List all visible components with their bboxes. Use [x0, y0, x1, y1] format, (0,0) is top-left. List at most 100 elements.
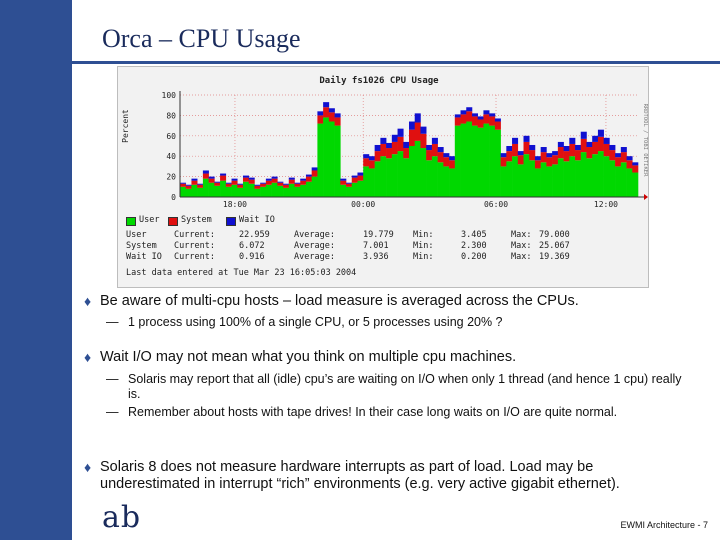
bar-wait-io — [351, 175, 358, 178]
bar-system — [283, 184, 290, 188]
stats-row: User Current: 22.959 Average: 19.779 Min: 3.40… — [126, 230, 646, 241]
bar-user — [471, 125, 478, 197]
bar-wait-io — [552, 151, 559, 156]
cpu-usage-chart: Daily fs1026 CPU Usage RRDTOOL / TOBI OET… — [121, 75, 648, 209]
bar-system — [357, 175, 364, 181]
bar-user — [489, 125, 496, 197]
bullet-text: Be aware of multi-cpu hosts – load measu… — [100, 293, 579, 309]
sub-bullet-item: — Solaris may report that all (idle) cpu’… — [106, 372, 688, 402]
bar-user — [609, 160, 616, 197]
bar-wait-io — [242, 175, 249, 178]
bar-wait-io — [540, 147, 547, 153]
sub-bullet-text: 1 process using 100% of a single CPU, or… — [128, 315, 503, 329]
stat-current: 0.916 — [239, 252, 265, 262]
bar-wait-io — [557, 141, 564, 148]
bar-wait-io — [283, 183, 290, 185]
bar-system — [180, 183, 187, 187]
bar-user — [460, 123, 467, 197]
bar-system — [214, 182, 221, 186]
bar-wait-io — [586, 141, 593, 148]
cpu-usage-graph: Daily fs1026 CPU Usage RRDTOOL / TOBI OET… — [117, 66, 649, 288]
stat-average: 7.001 — [363, 241, 389, 251]
title-divider — [72, 61, 720, 64]
bar-system — [466, 111, 473, 122]
bar-system — [512, 143, 519, 157]
bar-system — [546, 157, 553, 167]
bar-user — [374, 161, 381, 197]
bullet-diamond-icon: ♦ — [84, 293, 92, 309]
y-tick-label: 0 — [171, 193, 176, 202]
bar-system — [580, 138, 587, 153]
bar-wait-io — [271, 176, 278, 179]
bar-system — [426, 150, 433, 161]
bullet-item: ♦ Be aware of multi-cpu hosts – load meas… — [84, 293, 670, 310]
slide-title: Orca – CPU Usage — [102, 24, 301, 53]
bar-user — [592, 154, 599, 197]
x-tick-label: 12:00 — [594, 200, 618, 209]
bar-system — [351, 177, 358, 183]
bar-wait-io — [437, 147, 444, 153]
bar-wait-io — [225, 182, 232, 184]
bar-system — [317, 115, 324, 124]
stats-row: Wait IO Current: 0.916 Average: 3.936 Min: 0.2… — [126, 252, 646, 263]
stat-max: 25.067 — [539, 241, 570, 251]
bar-wait-io — [305, 174, 312, 177]
bar-user — [214, 185, 221, 197]
bar-user — [220, 180, 227, 197]
y-tick-label: 80 — [166, 111, 176, 120]
bar-wait-io — [311, 167, 318, 171]
bar-wait-io — [380, 137, 387, 144]
bar-wait-io — [397, 128, 404, 137]
bar-system — [615, 157, 622, 167]
bar-system — [460, 114, 467, 124]
bar-user — [208, 182, 215, 197]
bar-user — [340, 184, 347, 197]
bar-user — [540, 162, 547, 197]
bar-system — [557, 147, 564, 159]
y-tick-label: 40 — [166, 152, 176, 161]
bar-wait-io — [489, 113, 496, 117]
bar-system — [363, 158, 370, 167]
bar-system — [529, 150, 536, 161]
bar-user — [420, 148, 427, 197]
stat-min-label: Min: — [413, 252, 434, 262]
last-data-entered: Last data entered at Tue Mar 23 16:05:03… — [126, 268, 357, 278]
bar-user — [288, 183, 295, 197]
bar-system — [569, 143, 576, 157]
bar-wait-io — [214, 181, 221, 183]
bar-user — [271, 182, 278, 197]
stat-current: 22.959 — [239, 230, 270, 240]
stat-max-label: Max: — [511, 241, 532, 251]
bar-system — [323, 107, 330, 118]
bullet-item: ♦ Solaris 8 does not measure hardware int… — [84, 459, 670, 493]
bar-system — [237, 184, 244, 188]
bar-wait-io — [615, 153, 622, 158]
bar-wait-io — [197, 183, 204, 185]
bar-user — [180, 186, 187, 197]
bar-wait-io — [334, 113, 341, 118]
bar-system — [397, 136, 404, 152]
bar-system — [403, 148, 410, 159]
bar-wait-io — [443, 153, 450, 158]
bar-user — [563, 161, 570, 197]
bar-user — [517, 164, 524, 197]
bullet-diamond-icon: ♦ — [84, 459, 92, 475]
legend-row: User System Wait IO — [126, 215, 646, 226]
bar-system — [409, 129, 416, 146]
footer: EWMI Architecture - 7 — [620, 520, 708, 530]
bar-user — [368, 168, 375, 197]
bar-user — [454, 125, 461, 197]
stat-average: 19.779 — [363, 230, 394, 240]
bar-user — [185, 188, 192, 197]
bar-user — [597, 151, 604, 197]
bar-user — [552, 164, 559, 197]
bar-wait-io — [363, 154, 370, 159]
bar-system — [340, 180, 347, 185]
bar-system — [443, 157, 450, 167]
bar-system — [626, 160, 633, 169]
bar-system — [191, 180, 198, 185]
bar-system — [471, 116, 478, 126]
legend-label: Wait IO — [239, 215, 275, 225]
bar-user — [443, 166, 450, 197]
legend-swatch — [126, 217, 136, 226]
